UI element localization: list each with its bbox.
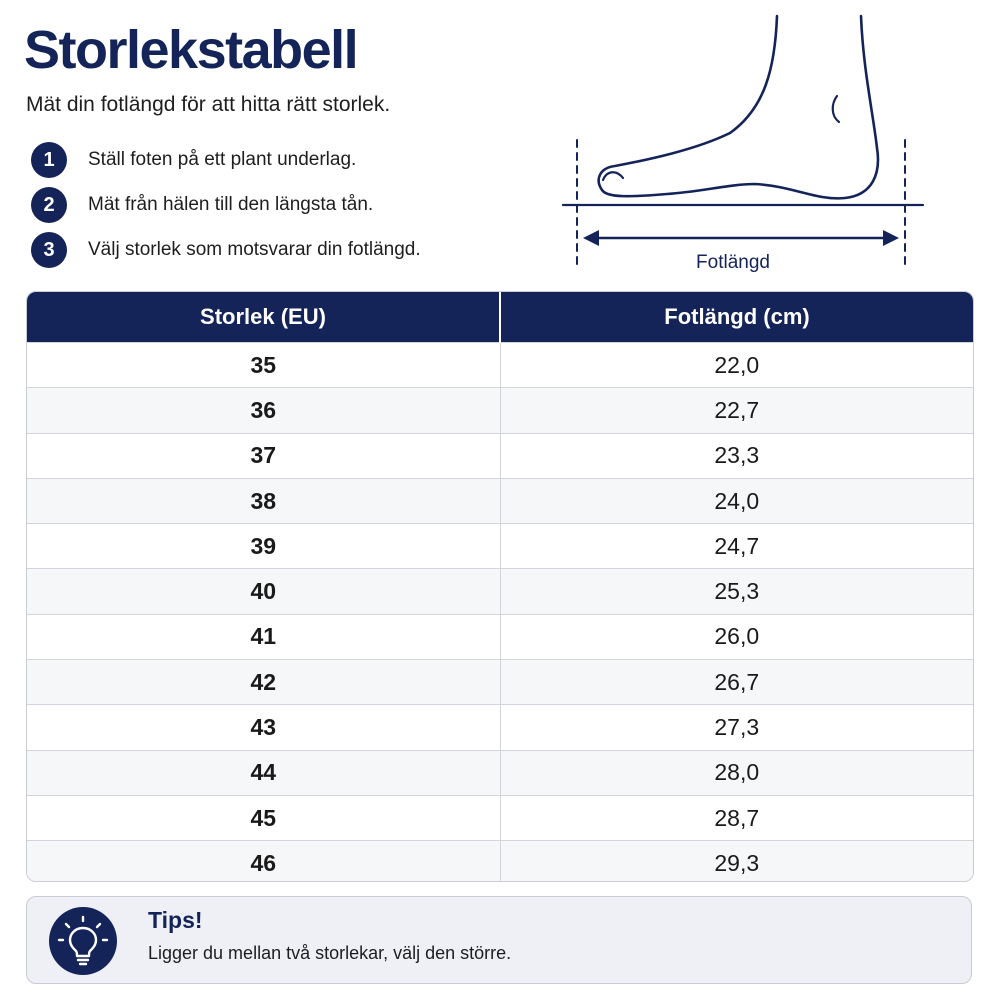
table-row: 39 24,7: [27, 523, 973, 569]
size-cell: 41: [27, 613, 501, 660]
length-cell: 29,3: [500, 840, 973, 881]
page-title: Storlekstabell: [24, 20, 359, 80]
foot-length-label: Fotlängd: [696, 252, 770, 273]
lightbulb-icon: [49, 907, 117, 975]
table-row: 40 25,3: [27, 568, 973, 615]
size-table: Storlek (EU) Fotlängd (cm) 35 22,0 36 22,7…: [26, 291, 974, 882]
step-1: 1 Ställ foten på ett plant underlag.: [31, 142, 421, 178]
length-cell: 22,7: [500, 387, 973, 434]
table-row: 35 22,0: [27, 341, 973, 388]
table-header-row: Storlek (EU) Fotlängd (cm): [27, 292, 973, 343]
size-cell: 37: [27, 432, 501, 479]
table-row: 45 28,7: [27, 794, 973, 841]
size-cell: 35: [27, 341, 501, 388]
column-header-size: Storlek (EU): [27, 292, 501, 343]
table-row: 44 28,0: [27, 749, 973, 796]
size-cell: 45: [27, 794, 501, 841]
table-row: 41 26,0: [27, 613, 973, 660]
length-cell: 25,3: [500, 568, 973, 615]
step-number-badge: 2: [31, 187, 67, 223]
table-row: 38 24,0: [27, 477, 973, 524]
tip-box: Tips! Ligger du mellan två storlekar, vä…: [26, 896, 972, 984]
length-cell: 24,7: [500, 523, 973, 569]
size-cell: 44: [27, 749, 501, 796]
length-cell: 22,0: [500, 341, 973, 388]
length-cell: 24,0: [500, 477, 973, 524]
step-number-badge: 1: [31, 142, 67, 178]
length-cell: 28,7: [500, 794, 973, 841]
size-cell: 38: [27, 477, 501, 524]
foot-measurement-icon: Fotlängd: [561, 14, 925, 273]
instruction-steps: 1 Ställ foten på ett plant underlag. 2 M…: [31, 142, 421, 277]
length-cell: 26,7: [500, 659, 973, 705]
size-cell: 43: [27, 704, 501, 751]
table-row: 46 29,3: [27, 840, 973, 881]
table-row: 42 26,7: [27, 659, 973, 705]
page-subtitle: Mät din fotlängd för att hitta rätt stor…: [26, 93, 391, 116]
length-cell: 27,3: [500, 704, 973, 751]
size-cell: 36: [27, 387, 501, 434]
step-text: Ställ foten på ett plant underlag.: [88, 149, 357, 170]
step-2: 2 Mät från hälen till den längsta tån.: [31, 187, 421, 223]
table-row: 37 23,3: [27, 432, 973, 479]
size-cell: 46: [27, 840, 501, 881]
step-3: 3 Välj storlek som motsvarar din fotläng…: [31, 232, 421, 268]
step-number-badge: 3: [31, 232, 67, 268]
column-header-foot-length: Fotlängd (cm): [500, 292, 973, 343]
tip-title: Tips!: [148, 907, 203, 933]
tip-text: Ligger du mellan två storlekar, välj den…: [148, 943, 512, 963]
table-row: 36 22,7: [27, 387, 973, 434]
length-cell: 26,0: [500, 613, 973, 660]
size-cell: 40: [27, 568, 501, 615]
size-cell: 42: [27, 659, 501, 705]
length-cell: 28,0: [500, 749, 973, 796]
size-cell: 39: [27, 523, 501, 569]
table-row: 43 27,3: [27, 704, 973, 751]
step-text: Välj storlek som motsvarar din fotlängd.: [88, 239, 421, 260]
length-cell: 23,3: [500, 432, 973, 479]
step-text: Mät från hälen till den längsta tån.: [88, 194, 374, 215]
